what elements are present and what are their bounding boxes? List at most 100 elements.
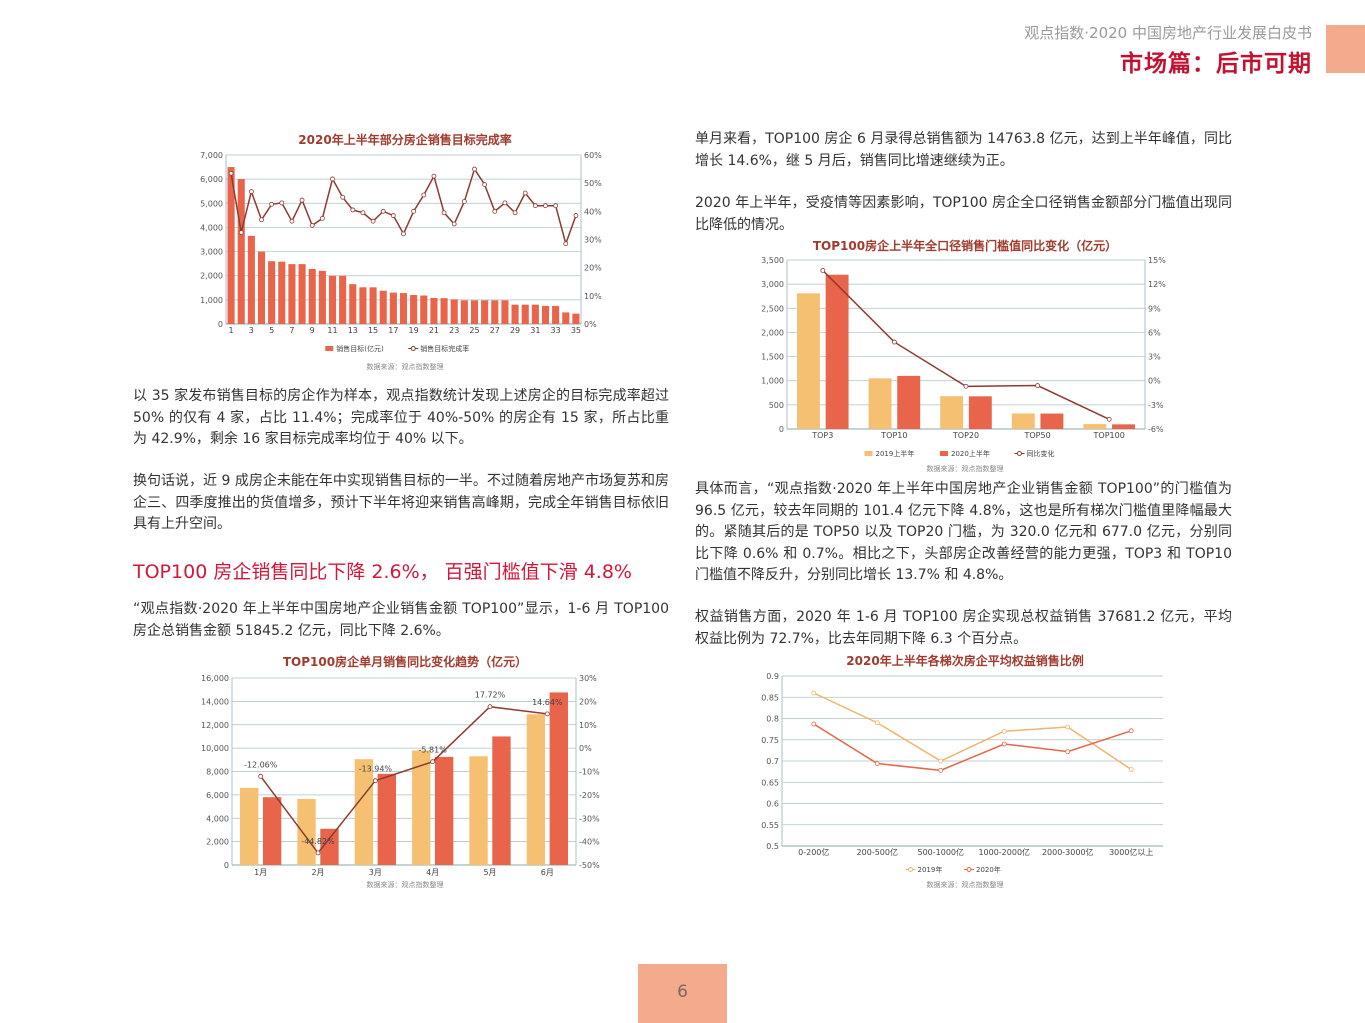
series-line [813, 723, 1132, 772]
bar [1083, 424, 1107, 429]
x-tick-label: 31 [530, 326, 540, 335]
data-point [259, 217, 264, 223]
bar [1112, 424, 1135, 429]
bar [526, 714, 546, 865]
data-point [279, 200, 285, 206]
chart-source: 数据来源：观点指数整理 [367, 880, 444, 889]
data-point [938, 758, 944, 764]
data-point [370, 218, 376, 224]
data-point [1035, 383, 1041, 388]
x-tick-label: 17 [388, 326, 398, 335]
x-tick-label: TOP20 [952, 431, 979, 440]
x-tick-label: 500-1000亿 [917, 847, 964, 857]
y2-tick-label: 3% [1148, 353, 1161, 362]
data-point [299, 197, 305, 203]
bar [328, 275, 337, 324]
x-tick-label: TOP100 [1093, 431, 1125, 440]
legend-swatch [410, 346, 416, 351]
y-tick-label: 5,000 [200, 199, 223, 208]
bar [339, 275, 347, 324]
y2-tick-label: 20% [584, 264, 602, 273]
y-tick-label: 0.7 [766, 757, 779, 766]
paragraph: 换句话说，近 9 成房企未能在年中实现销售目标的一半。不过随着房地产市场复苏和房… [133, 473, 669, 532]
y-tick-label: 1,000 [200, 296, 223, 305]
y2-tick-label: 20% [579, 697, 597, 706]
data-point [1128, 728, 1134, 734]
data-point [258, 773, 264, 779]
y2-tick-label: -30% [579, 814, 600, 823]
x-tick-label: 5月 [483, 868, 496, 877]
y2-tick-label: 0% [1148, 377, 1161, 386]
x-tick-label: 29 [510, 326, 520, 335]
section-title: 市场篇：后市可期 [1120, 51, 1312, 77]
legend-label: 2019年 [918, 865, 943, 874]
data-point [553, 203, 559, 209]
data-point [811, 721, 817, 727]
bar [399, 293, 408, 324]
y2-tick-label: 0% [579, 744, 592, 753]
data-point [820, 268, 826, 273]
x-tick-label: 7 [289, 326, 294, 335]
y-tick-label: 6,000 [200, 175, 223, 184]
data-label: -5.81% [419, 746, 448, 755]
paragraph: 权益销售方面，2020 年 1-6 月 TOP100 房企实现总权益销售 376… [695, 609, 1232, 647]
bar [868, 378, 892, 429]
bar [278, 261, 286, 324]
data-point [340, 194, 346, 200]
y-tick-label: 0.75 [761, 736, 779, 745]
data-point [360, 210, 366, 216]
chart-source: 数据来源：观点指数整理 [927, 880, 1004, 889]
y-tick-label: 1,000 [761, 377, 784, 386]
y-tick-label: 12,000 [201, 721, 229, 730]
chart-source: 数据来源：观点指数整理 [367, 362, 444, 371]
bar [227, 167, 235, 324]
y-tick-label: 3,500 [761, 256, 784, 265]
chart-title: 2020年上半年部分房企销售目标完成率 [298, 132, 511, 147]
data-point [319, 215, 325, 221]
bar [257, 251, 266, 324]
y-tick-label: 2,000 [200, 272, 223, 281]
data-label: -44.82% [301, 837, 335, 846]
bar [420, 295, 428, 324]
x-tick-label: 35 [571, 326, 581, 335]
x-tick-label: 200-500亿 [857, 847, 898, 857]
bar [434, 756, 454, 865]
x-tick-label: 3000亿以上 [1109, 847, 1153, 857]
x-tick-label: 13 [348, 326, 358, 335]
data-point [1001, 728, 1007, 734]
bar [501, 300, 509, 324]
bar [320, 828, 339, 865]
chart-threshold-change: TOP100房企上半年全口径销售门槛值同比变化（亿元） 0 500 1,000 1,50… [761, 238, 1166, 473]
bar [240, 787, 259, 865]
data-point [1065, 724, 1071, 730]
y2-tick-label: 30% [579, 674, 597, 683]
y-tick-label: 1,500 [761, 353, 784, 362]
data-point [522, 190, 528, 196]
y2-tick-label: 40% [584, 207, 602, 216]
bar [968, 396, 992, 429]
y2-tick-label: -40% [579, 838, 600, 847]
chart-monthly-sales-trend: TOP100房企单月销售同比变化趋势（亿元） 0 2,000 4,000 6,000 8,… [201, 654, 600, 889]
bar [369, 287, 377, 324]
x-tick-label: 19 [409, 326, 419, 335]
data-point [963, 383, 969, 389]
data-point [350, 207, 356, 213]
y-tick-label: 4,000 [200, 223, 223, 232]
paragraph: 以 35 家发布销售目标的房企作为样本，观点指数统计发现上述房企的目标完成率超过… [133, 388, 669, 447]
x-tick-label: 2000-3000亿 [1042, 847, 1094, 857]
data-point [372, 778, 378, 784]
bar [410, 295, 418, 324]
data-label: 17.72% [475, 691, 506, 700]
legend-swatch [908, 867, 913, 872]
data-point [487, 704, 493, 710]
data-point [248, 189, 254, 195]
y2-tick-label: 10% [584, 292, 602, 301]
y-tick-label: 16,000 [201, 674, 229, 683]
bar [430, 297, 438, 324]
data-point [573, 213, 579, 218]
y2-tick-label: -20% [579, 791, 600, 800]
bar [440, 298, 448, 324]
y-tick-label: 0.5 [766, 842, 779, 851]
data-point [891, 339, 897, 345]
data-point [544, 711, 550, 717]
